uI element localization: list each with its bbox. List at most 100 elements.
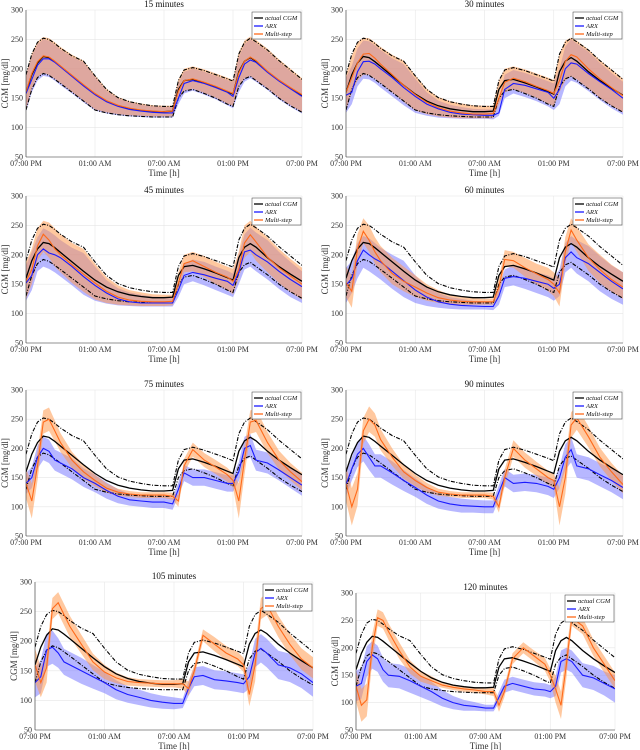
plot-content bbox=[346, 37, 623, 120]
x-tick-label: 07:00 AM bbox=[468, 345, 501, 354]
x-tick-label: 01:00 PM bbox=[217, 345, 249, 354]
legend-arx-label: ARX bbox=[264, 209, 278, 216]
x-tick-label: 07:00 PM bbox=[330, 159, 362, 168]
y-tick-label: 250 bbox=[331, 221, 343, 230]
actual-cgm-upper-line bbox=[346, 417, 623, 487]
x-tick-label: 07:00 PM bbox=[607, 159, 639, 168]
y-tick-label: 200 bbox=[11, 250, 23, 259]
subplot-title: 75 minutes bbox=[144, 379, 184, 389]
legend-multi-step-label: Multi-step bbox=[264, 31, 292, 38]
arx-confidence-band bbox=[26, 433, 302, 510]
multi-step-confidence-band bbox=[356, 609, 615, 722]
y-tick-label: 300 bbox=[331, 6, 343, 15]
x-axis-label: Time [h] bbox=[469, 354, 500, 364]
x-tick-label: 07:00 PM bbox=[19, 732, 51, 741]
y-tick-label: 200 bbox=[20, 637, 32, 646]
y-tick-label: 100 bbox=[20, 696, 32, 705]
y-tick-label: 300 bbox=[331, 386, 343, 395]
plot-content bbox=[26, 36, 302, 118]
actual-cgm-mean-line bbox=[26, 435, 302, 492]
x-tick-label: 07:00 AM bbox=[468, 538, 501, 547]
legend-arx-label: ARX bbox=[264, 23, 278, 30]
subplot-title: 90 minutes bbox=[465, 379, 505, 389]
x-tick-label: 01:00 AM bbox=[404, 732, 437, 741]
x-tick-label: 07:00 PM bbox=[297, 732, 329, 741]
actual-cgm-lower-line bbox=[346, 452, 623, 497]
x-tick-label: 07:00 PM bbox=[340, 732, 372, 741]
y-axis-label: CGM [mg/dl] bbox=[320, 59, 330, 109]
arx-mean-line bbox=[346, 249, 623, 308]
x-tick-label: 01:00 PM bbox=[217, 159, 249, 168]
y-tick-label: 250 bbox=[331, 35, 343, 44]
x-tick-label: 07:00 PM bbox=[286, 538, 318, 547]
plot-content bbox=[346, 406, 623, 526]
x-axis-label: Time [h] bbox=[158, 741, 189, 750]
legend-actual-cgm-label: actual CGM bbox=[265, 395, 298, 402]
legend-multi-step-label: Multi-step bbox=[264, 217, 292, 224]
y-axis-label: CGM [mg/dl] bbox=[9, 631, 19, 681]
y-axis-label: CGM [mg/dl] bbox=[0, 245, 10, 295]
subplot-2: 50 100 150 200 250 300 07:00 PM 01:00 AM 07:00 A… bbox=[320, 0, 639, 178]
subplot-5: 50 100 150 200 250 300 07:00 PM 01:00 AM 07:00 A… bbox=[0, 379, 318, 557]
x-tick-label: 01:00 AM bbox=[79, 159, 112, 168]
arx-mean-line bbox=[356, 654, 615, 709]
legend-multi-step-label: Multi-step bbox=[585, 31, 613, 38]
x-tick-label: 01:00 AM bbox=[88, 732, 121, 741]
x-tick-label: 07:00 AM bbox=[148, 159, 181, 168]
y-tick-label: 200 bbox=[331, 444, 343, 453]
subplot-title: 45 minutes bbox=[144, 185, 184, 195]
y-tick-label: 50 bbox=[15, 153, 23, 162]
legend-arx-label: ARX bbox=[275, 595, 289, 602]
plot-content bbox=[35, 592, 313, 710]
multi-step-confidence-band bbox=[35, 592, 313, 707]
actual-cgm-lower-line bbox=[26, 72, 302, 118]
x-tick-label: 07:00 AM bbox=[469, 732, 502, 741]
x-tick-label: 07:00 PM bbox=[607, 538, 639, 547]
multi-step-confidence-band bbox=[346, 406, 623, 526]
subplot-1: 50 100 150 200 250 300 07:00 PM 01:00 AM 07:00 A… bbox=[0, 0, 318, 178]
legend-arx-label: ARX bbox=[585, 209, 599, 216]
y-tick-label: 150 bbox=[331, 280, 343, 289]
actual-cgm-mean-line bbox=[26, 241, 302, 299]
y-tick-label: 50 bbox=[335, 339, 343, 348]
y-tick-label: 250 bbox=[20, 607, 32, 616]
y-tick-label: 50 bbox=[24, 726, 32, 735]
x-tick-label: 01:00 AM bbox=[79, 345, 112, 354]
x-axis-label: Time [h] bbox=[470, 741, 501, 750]
x-tick-label: 07:00 PM bbox=[330, 345, 362, 354]
actual-cgm-lower-line bbox=[346, 72, 623, 118]
legend-multi-step-label: Multi-step bbox=[585, 217, 613, 224]
y-tick-label: 300 bbox=[11, 6, 23, 15]
x-tick-label: 07:00 PM bbox=[286, 345, 318, 354]
y-tick-label: 300 bbox=[341, 589, 353, 598]
y-tick-label: 100 bbox=[331, 502, 343, 511]
x-axis-label: Time [h] bbox=[148, 168, 179, 178]
y-axis-label: CGM [mg/dl] bbox=[320, 438, 330, 488]
legend-arx-label: ARX bbox=[264, 403, 278, 410]
actual-cgm-lower-line bbox=[26, 452, 302, 497]
subplot-title: 30 minutes bbox=[465, 0, 505, 9]
y-tick-label: 250 bbox=[331, 415, 343, 424]
y-tick-label: 200 bbox=[331, 64, 343, 73]
y-tick-label: 250 bbox=[11, 35, 23, 44]
actual-cgm-mean-line bbox=[346, 55, 623, 113]
x-tick-label: 01:00 PM bbox=[228, 732, 260, 741]
y-tick-label: 150 bbox=[20, 666, 32, 675]
y-tick-label: 50 bbox=[15, 532, 23, 541]
x-tick-label: 07:00 AM bbox=[468, 159, 501, 168]
legend-multi-step-label: Multi-step bbox=[264, 411, 292, 418]
x-tick-label: 01:00 AM bbox=[399, 159, 432, 168]
y-tick-label: 150 bbox=[11, 94, 23, 103]
arx-confidence-band bbox=[35, 630, 313, 710]
plot-content bbox=[346, 218, 623, 311]
y-tick-label: 200 bbox=[11, 444, 23, 453]
actual-cgm-upper-line bbox=[26, 223, 302, 293]
x-tick-label: 01:00 PM bbox=[538, 159, 570, 168]
actual-cgm-mean-line bbox=[346, 241, 623, 299]
